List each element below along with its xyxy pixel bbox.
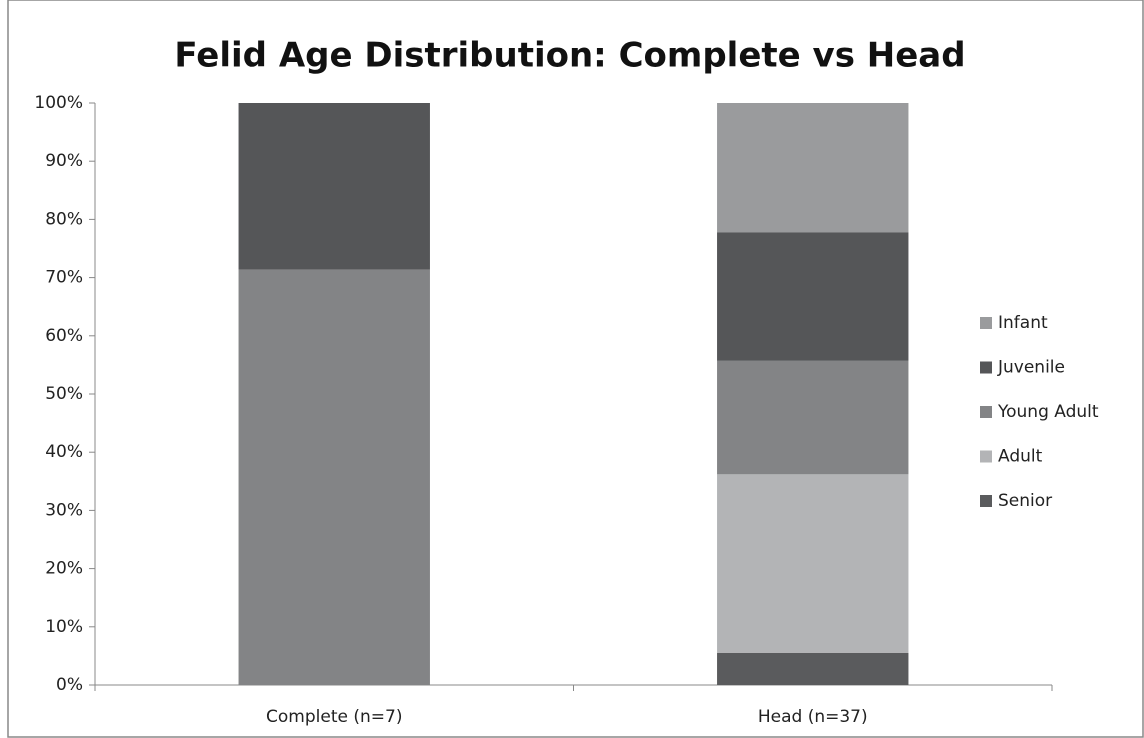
x-tick-label: Complete (n=7) bbox=[266, 707, 402, 727]
bar-segment bbox=[717, 232, 909, 361]
chart-title: Felid Age Distribution: Complete vs Head bbox=[174, 36, 965, 76]
y-tick-label: 0% bbox=[56, 675, 83, 695]
y-tick-label: 70% bbox=[45, 268, 83, 288]
y-tick-label: 40% bbox=[45, 442, 83, 462]
bar-segment bbox=[238, 103, 430, 270]
y-tick-label: 20% bbox=[45, 559, 83, 579]
legend-swatch bbox=[980, 317, 992, 329]
legend-label: Senior bbox=[998, 491, 1052, 511]
y-tick-label: 60% bbox=[45, 326, 83, 346]
y-tick-label: 80% bbox=[45, 209, 83, 229]
bar-segment bbox=[717, 103, 909, 233]
legend-swatch bbox=[980, 495, 992, 507]
x-tick-label: Head (n=37) bbox=[758, 707, 868, 727]
bar-segment bbox=[717, 652, 909, 685]
bar-segment bbox=[238, 269, 430, 685]
legend-label: Adult bbox=[998, 447, 1043, 467]
y-tick-label: 10% bbox=[45, 617, 83, 637]
y-tick-label: 50% bbox=[45, 384, 83, 404]
legend-label: Infant bbox=[998, 313, 1048, 333]
legend-label: Young Adult bbox=[997, 402, 1099, 422]
bar-segment bbox=[717, 360, 909, 475]
legend-swatch bbox=[980, 361, 992, 374]
legend-swatch bbox=[980, 406, 992, 418]
y-tick-label: 90% bbox=[45, 151, 83, 171]
y-tick-label: 100% bbox=[34, 93, 83, 113]
legend-label: Juvenile bbox=[997, 358, 1065, 378]
legend-swatch bbox=[980, 450, 992, 463]
chart-frame bbox=[7, 0, 1144, 738]
bar-segment bbox=[717, 474, 909, 653]
y-tick-label: 30% bbox=[45, 500, 83, 520]
